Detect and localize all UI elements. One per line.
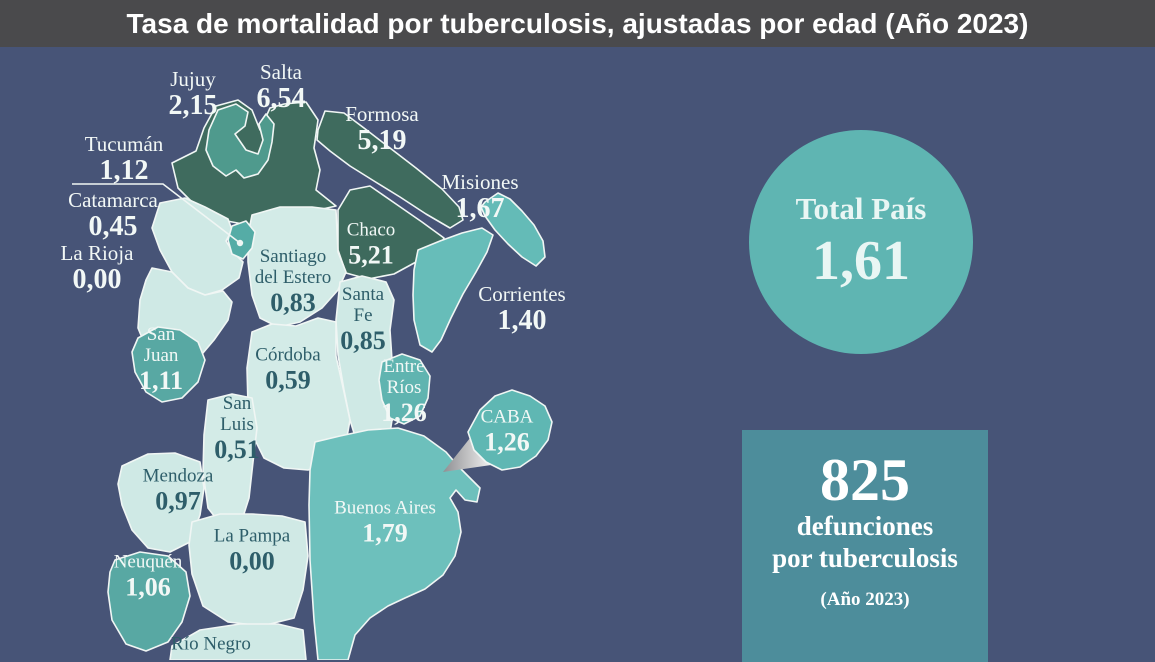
tucuman-marker-dot xyxy=(236,239,244,247)
title-bar: Tasa de mortalidad por tuberculosis, aju… xyxy=(0,0,1155,47)
page-title: Tasa de mortalidad por tuberculosis, aju… xyxy=(126,7,1029,39)
province-san-luis[interactable] xyxy=(202,393,258,527)
province-santiago-del-estero[interactable] xyxy=(247,206,347,328)
province-misiones[interactable] xyxy=(480,192,546,267)
deaths-caption-line2: por tuberculosis xyxy=(772,543,958,574)
province-rio-negro[interactable] xyxy=(169,623,307,660)
province-buenos-aires[interactable] xyxy=(308,427,481,660)
total-country-label: Total País xyxy=(795,191,927,226)
total-country-badge: Total País 1,61 xyxy=(749,130,973,354)
deaths-year-note: (Año 2023) xyxy=(820,588,910,610)
argentina-choropleth-map xyxy=(72,99,553,660)
deaths-summary-card: 825 defunciones por tuberculosis (Año 20… xyxy=(742,430,988,662)
deaths-count: 825 xyxy=(820,447,910,513)
province-corrientes[interactable] xyxy=(412,227,494,353)
total-country-value: 1,61 xyxy=(812,230,910,292)
tucuman-leader-line xyxy=(72,183,241,244)
province-tucuman[interactable] xyxy=(227,220,256,260)
province-la-pampa[interactable] xyxy=(188,513,309,627)
province-san-juan[interactable] xyxy=(131,326,206,403)
province-formosa[interactable] xyxy=(316,110,464,229)
province-neuquen[interactable] xyxy=(107,551,191,652)
province-entre-rios[interactable] xyxy=(378,353,431,425)
province-caba[interactable] xyxy=(467,389,553,471)
province-jujuy[interactable] xyxy=(205,103,275,179)
deaths-caption-line1: defunciones xyxy=(796,511,934,541)
province-catamarca[interactable] xyxy=(151,197,244,296)
